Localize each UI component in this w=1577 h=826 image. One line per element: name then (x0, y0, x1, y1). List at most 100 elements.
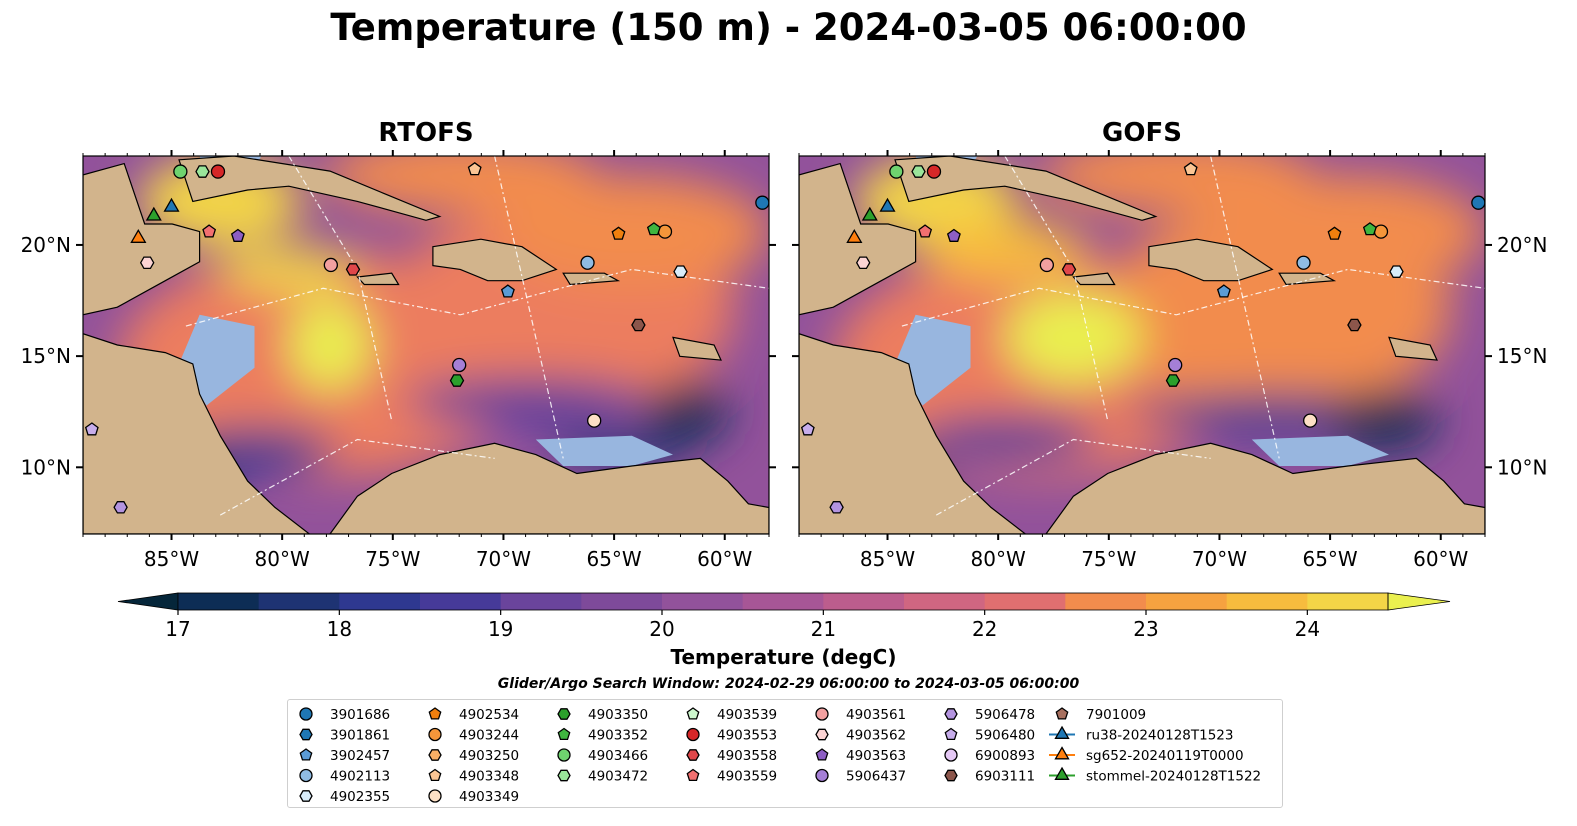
legend-marker (815, 748, 829, 761)
legend-entry-4903562: 4903562 (815, 728, 906, 744)
map-marker-4903352 (1362, 222, 1377, 236)
temperature-blob-7 (405, 379, 653, 425)
colorbar-tick-label: 24 (1295, 617, 1320, 641)
colorbar-bin (178, 593, 260, 610)
legend-label: 6900893 (975, 748, 1035, 764)
legend-marker (1054, 766, 1070, 780)
legend-marker (299, 768, 313, 783)
land-1 (799, 333, 1027, 534)
boundary-line-2 (494, 156, 564, 459)
temperature-blob-3 (1004, 292, 1142, 383)
colorbar-bin (258, 593, 340, 610)
map-marker-5906480 (800, 422, 815, 436)
legend-marker (944, 748, 958, 762)
x-tick-label: 85°W (144, 547, 199, 571)
land-7 (1388, 336, 1438, 361)
legend-entry-7901009: 7901009 (1055, 707, 1146, 723)
map-marker-5906437 (1168, 357, 1183, 373)
y-tick-label: 15°N (21, 344, 71, 368)
x-tick-label: 85°W (860, 547, 915, 571)
legend-label: 4903244 (459, 728, 519, 744)
map-marker-3901686 (755, 195, 769, 210)
colorbar-bin (1146, 593, 1228, 610)
legend-label: sg652-20240119T0000 (1086, 748, 1244, 764)
map-marker-4903472 (911, 165, 926, 178)
legend-marker (428, 749, 442, 761)
legend-label: 5906437 (846, 769, 906, 785)
legend-entry-4903350: 4903350 (557, 707, 648, 723)
colorbar-bin (904, 593, 986, 610)
panel-title-gofs: GOFS (1102, 118, 1182, 148)
map-marker-ru38-20240128T1523 (879, 197, 896, 212)
legend-label: 3902457 (330, 748, 390, 764)
colorbar-tick-label: 21 (811, 617, 836, 641)
colorbar-tick-label: 23 (1133, 617, 1158, 641)
temperature-blob-4 (922, 220, 1088, 281)
x-tick-label: 65°W (1302, 547, 1357, 571)
shelf-2 (535, 435, 673, 466)
colorbar-extend-low (117, 592, 179, 611)
x-tick-label: 70°W (1192, 547, 1247, 571)
boundary-line-1 (1004, 156, 1109, 421)
shelf-0 (179, 314, 255, 406)
legend-label: 4903563 (846, 748, 906, 764)
x-tick-label: 80°W (255, 547, 310, 571)
legend-entry-3902457: 3902457 (299, 748, 390, 764)
legend-entry-4903250: 4903250 (428, 748, 519, 764)
map-marker-4903472 (195, 165, 210, 178)
legend-entry-4903539: 4903539 (686, 707, 777, 723)
map-marker-4903563 (230, 228, 245, 242)
temperature-blob-6 (908, 416, 1101, 463)
colorbar-tick-label: 18 (327, 617, 352, 641)
legend-label: 6903111 (975, 769, 1035, 785)
map-marker-sg652-20240119T0000 (130, 229, 147, 243)
temperature-blob-10 (1210, 174, 1485, 289)
legend-marker (686, 749, 700, 761)
legend-label: 5906480 (975, 728, 1035, 744)
legend-marker (557, 748, 571, 762)
map-marker-4903466 (173, 164, 188, 179)
boundary-line-2 (1210, 156, 1280, 459)
map-marker-3901686 (1471, 195, 1485, 210)
shelf-2 (1251, 435, 1389, 466)
legend-entry-5906478: 5906478 (944, 707, 1035, 723)
map-marker-4903559 (918, 224, 933, 238)
colorbar-tick-label: 19 (488, 617, 513, 641)
legend-marker (1055, 707, 1069, 720)
map-marker-4903349 (1303, 413, 1318, 428)
legend-entry-4903472: 4903472 (557, 769, 648, 785)
legend-label: 4903250 (459, 748, 519, 764)
map-marker-4903558 (1061, 263, 1077, 276)
colorbar: 17 18 19 20 21 22 23 24 (117, 592, 1451, 641)
legend-entry-4903352: 4903352 (557, 728, 648, 744)
map-marker-6903111 (631, 318, 646, 332)
map-marker-4903562 (139, 256, 155, 270)
legend-entry-4902113: 4902113 (299, 768, 390, 785)
map-marker-4902113 (580, 255, 595, 270)
legend-marker (299, 707, 313, 721)
legend-entry-4903349: 4903349 (428, 789, 519, 805)
legend-label: 4902534 (459, 707, 519, 723)
legend-box: 3901686 3901861 3902457 4902113 4902355 49025… (287, 699, 1283, 808)
map-marker-stommel-20240128T1522 (861, 206, 878, 221)
legend-marker (299, 728, 313, 741)
map-marker-4902534 (1327, 226, 1342, 240)
legend-entry-4903561: 4903561 (815, 707, 906, 723)
map-marker-4903563 (946, 228, 961, 242)
colorbar-bin (662, 593, 744, 610)
map-marker-4903562 (855, 256, 871, 270)
map-marker-4903350 (449, 374, 465, 387)
legend-entry-4903559: 4903559 (686, 769, 777, 785)
map-marker-5906437 (452, 357, 467, 373)
y-tick-label: 15°N (1497, 344, 1547, 368)
legend-marker (815, 768, 829, 783)
land-7 (672, 336, 722, 361)
legend-label: 4903539 (717, 707, 777, 723)
legend-label: 4903349 (459, 789, 519, 805)
land-2 (1045, 442, 1485, 534)
y-tick-label: 20°N (21, 233, 71, 257)
legend-marker (557, 708, 571, 720)
legend-marker (557, 769, 571, 782)
legend-label: 4902113 (330, 769, 390, 785)
x-tick-label: 75°W (1081, 547, 1136, 571)
